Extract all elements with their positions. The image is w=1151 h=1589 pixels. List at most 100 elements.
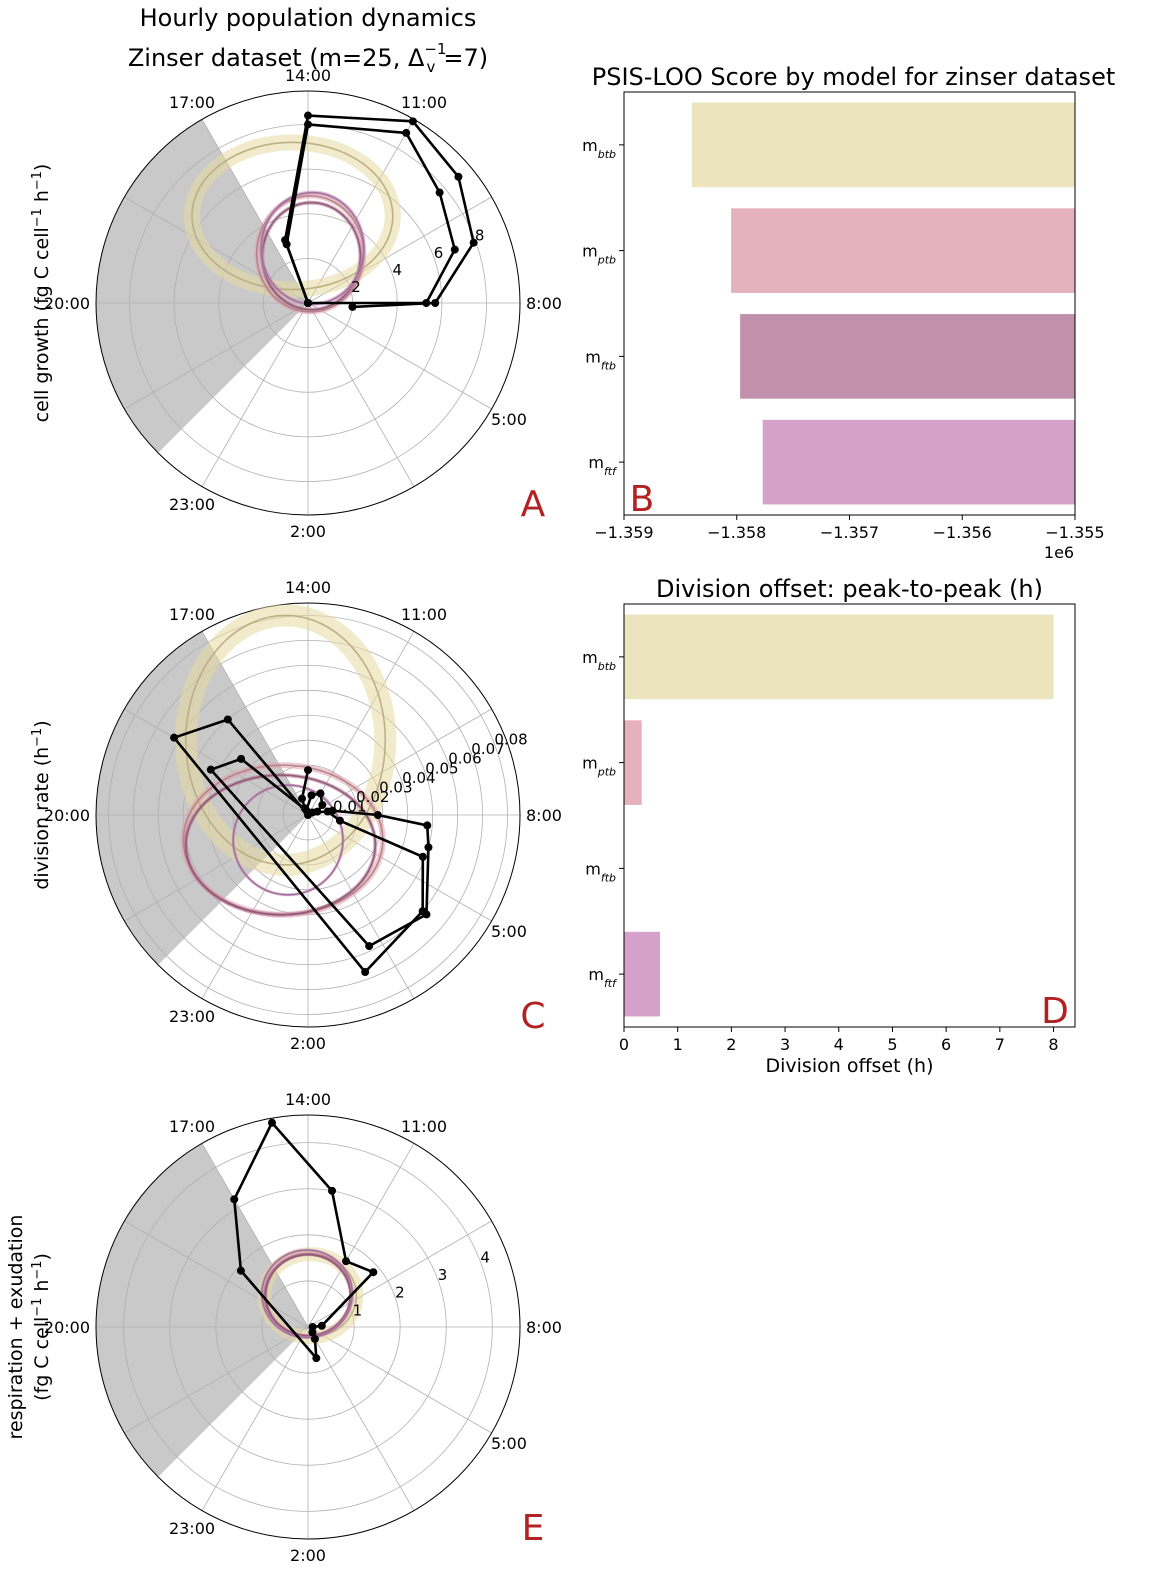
observed-point xyxy=(373,811,382,819)
angular-tick-label: 23:00 xyxy=(169,1519,215,1538)
bar-ptb xyxy=(624,720,642,805)
axes-frame xyxy=(623,603,1076,1028)
bar-ftb xyxy=(740,314,1075,399)
observed-point xyxy=(313,807,322,816)
x-tick-label: −1.357 xyxy=(820,523,879,542)
angular-gridline xyxy=(307,1326,492,1434)
x-tick-label: −1.356 xyxy=(933,523,992,542)
angular-gridline xyxy=(124,302,309,410)
observed-point xyxy=(335,816,344,825)
angular-gridline xyxy=(307,302,492,410)
x-tick-label: 6 xyxy=(941,1035,951,1054)
observed-point xyxy=(424,843,433,852)
radial-tick-label: 2 xyxy=(395,1284,405,1302)
model-line-btb xyxy=(184,614,387,866)
observed-line-obs1 xyxy=(285,123,457,305)
observed-point xyxy=(450,245,459,254)
model-line-btb xyxy=(191,141,394,291)
polar-frame xyxy=(95,1114,521,1540)
chart-title: PSIS-LOO Score by model for zinser datas… xyxy=(592,63,1116,91)
observed-point xyxy=(369,1268,378,1277)
radial-tick-label: 0.02 xyxy=(356,788,389,806)
y-axis-label: cell growth (fg C cell−1 h−1) xyxy=(30,164,54,423)
observed-point xyxy=(308,1328,317,1337)
y-axis-label: division rate (h−1) xyxy=(30,720,54,889)
bar-btb xyxy=(624,614,1054,700)
chart-title: Division offset: peak-to-peak (h) xyxy=(656,575,1043,603)
category-label: mftf xyxy=(588,965,618,990)
angular-gridline xyxy=(201,302,309,487)
angular-gridline xyxy=(307,119,415,304)
x-tick-label: 1 xyxy=(673,1035,683,1054)
figure-title-line1: Hourly population dynamics xyxy=(140,4,477,32)
observed-point xyxy=(206,765,215,774)
radial-tick-label: 0.03 xyxy=(379,778,412,796)
category-label: mptb xyxy=(582,242,616,267)
angular-gridline xyxy=(201,1143,309,1328)
x-axis-label: Division offset (h) xyxy=(766,1055,934,1077)
bar-ftf xyxy=(624,931,660,1017)
observed-point xyxy=(310,1334,319,1343)
radial-tick-label: 1 xyxy=(353,1301,363,1319)
category-label: mftb xyxy=(585,347,616,372)
observed-point xyxy=(304,111,312,120)
polar-frame xyxy=(95,602,521,1028)
y-axis-label-line2: (fg C cell−1 h−1) xyxy=(30,1253,54,1401)
x-tick-label: −1.359 xyxy=(594,523,653,542)
radial-tick-label: 0.08 xyxy=(494,731,527,749)
category-label: mptb xyxy=(582,754,616,779)
panel-label: E xyxy=(522,1508,545,1549)
radial-tick-label: 0.07 xyxy=(471,740,504,758)
category-label: mftb xyxy=(585,859,616,884)
radial-tick-label: 6 xyxy=(434,244,444,262)
x-tick-label: 5 xyxy=(887,1035,897,1054)
angular-gridline xyxy=(124,1326,309,1434)
angular-tick-label: 11:00 xyxy=(401,605,447,624)
angular-gridline xyxy=(307,708,492,816)
angular-tick-label: 8:00 xyxy=(526,1318,562,1337)
observed-point xyxy=(307,791,316,800)
observed-point xyxy=(237,754,246,763)
angular-tick-label: 17:00 xyxy=(169,1117,215,1136)
angular-tick-label: 17:00 xyxy=(169,605,215,624)
angular-tick-label: 14:00 xyxy=(285,66,331,85)
observed-point xyxy=(422,910,431,919)
figure-title-line2: Zinser dataset (m=25, Δ−1 v =7) xyxy=(128,40,488,76)
radial-tick-label: 3 xyxy=(438,1266,448,1284)
observed-point xyxy=(408,117,417,126)
observed-point xyxy=(454,172,463,181)
panel-b-psis-loo-bar-chart: mbtb mptb mftb mftf −1.359 −1.358 −1.357 −1.356… xyxy=(582,63,1115,562)
angular-gridline xyxy=(201,814,309,999)
x-tick-label: 0 xyxy=(619,1035,629,1054)
observed-point xyxy=(230,1195,239,1204)
angular-tick-label: 20:00 xyxy=(44,294,90,313)
angular-tick-label: 8:00 xyxy=(526,294,562,313)
observed-point xyxy=(435,188,444,197)
panel-c-polar-division-rate: 0.010.020.030.040.050.060.070.08 14:00 11:… xyxy=(30,578,562,1053)
panel-e-polar-respiration: 1 2 3 4 14:00 11:00 8:00 5:00 2:00 23:00 20:00 17:0… xyxy=(5,1090,562,1565)
x-offset-text: 1e6 xyxy=(1044,543,1074,562)
radial-tick-label: 0.05 xyxy=(425,759,458,777)
angular-tick-label: 2:00 xyxy=(290,522,326,541)
angular-tick-label: 5:00 xyxy=(491,922,527,941)
night-shading xyxy=(95,1143,308,1477)
angular-tick-label: 2:00 xyxy=(290,1034,326,1053)
panel-label: A xyxy=(521,484,546,525)
model-line-ftb xyxy=(184,774,377,916)
angular-gridline xyxy=(124,1220,309,1328)
angular-tick-label: 2:00 xyxy=(290,1546,326,1565)
category-label: mbtb xyxy=(582,648,616,673)
radial-tick-label: 8 xyxy=(475,227,485,245)
bar-ftf xyxy=(762,419,1075,505)
angular-tick-label: 17:00 xyxy=(169,93,215,112)
observed-point xyxy=(328,806,337,815)
angular-gridline xyxy=(307,1326,415,1511)
category-label: mftf xyxy=(588,453,618,478)
observed-point xyxy=(304,766,312,775)
x-tick-label: 7 xyxy=(995,1035,1005,1054)
angular-tick-label: 8:00 xyxy=(526,806,562,825)
observed-point xyxy=(281,236,290,245)
observed-point xyxy=(304,299,312,307)
panel-a-polar-cell-growth: 2 4 6 8 14:00 11:00 8:00 5:00 2:00 23:00 20:00 17:0… xyxy=(30,66,562,541)
angular-tick-label: 5:00 xyxy=(491,1434,527,1453)
